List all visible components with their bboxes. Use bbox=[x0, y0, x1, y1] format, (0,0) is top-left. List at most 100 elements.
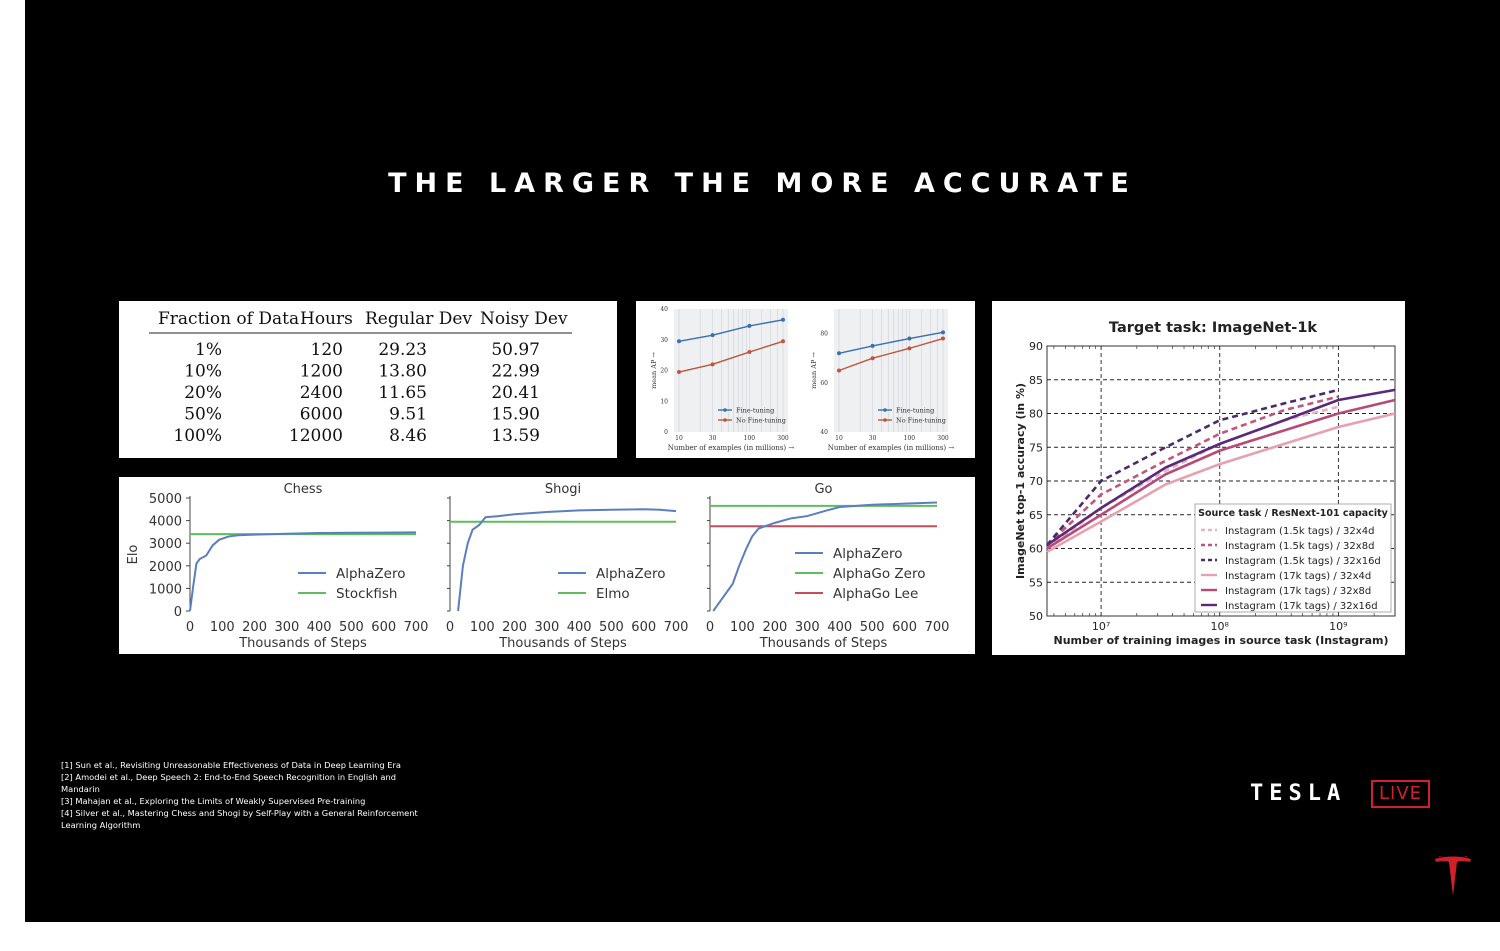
table-cell: 10% bbox=[184, 362, 222, 382]
ap-right-legend-label: No Fine-tuning bbox=[896, 417, 946, 425]
ap-right-legend-dot bbox=[883, 408, 887, 412]
imagenet-chart: Target task: ImageNet-1k 50 55 60 65 70 75 80 85… bbox=[1014, 320, 1396, 647]
imnet-ytick: 50 bbox=[1029, 610, 1043, 623]
ap-right-point bbox=[907, 336, 912, 341]
elo-xtick: 0 bbox=[706, 620, 714, 635]
elo-xtick: 400 bbox=[307, 620, 332, 635]
elo-ytick: 3000 bbox=[149, 537, 182, 552]
data-table: Fraction of Data Hours Regular Dev Noisy De… bbox=[149, 309, 572, 446]
ap-left-ytick: 10 bbox=[660, 398, 668, 405]
ap-right-xtick: 30 bbox=[869, 435, 877, 442]
imnet-legend-label: Instagram (17k tags) / 32x8d bbox=[1225, 586, 1371, 597]
ap-right-ytick: 60 bbox=[820, 380, 828, 387]
imnet-series-line bbox=[1046, 388, 1396, 547]
imnet-ytick: 60 bbox=[1029, 543, 1043, 556]
elo-xtick: 100 bbox=[730, 620, 755, 635]
ap-left-legend-dot bbox=[723, 418, 727, 422]
ap-left-legend-label: No Fine-tuning bbox=[736, 417, 786, 425]
ap-left-ytick: 20 bbox=[660, 368, 668, 375]
reference-3: [3] Mahajan et al., Exploring the Limits… bbox=[61, 796, 366, 806]
elo-legend-label: AlphaZero bbox=[596, 566, 665, 582]
elo-xtick: 700 bbox=[925, 620, 950, 635]
imnet-series-line bbox=[1046, 388, 1339, 546]
elo-xtick: 100 bbox=[210, 620, 235, 635]
ap-left-legend-label: Fine-tuning bbox=[736, 407, 774, 415]
elo-xtick: 300 bbox=[274, 620, 299, 635]
ap-left-point bbox=[781, 317, 785, 322]
ap-left-point bbox=[677, 370, 681, 375]
imnet-xtick: 10⁷ bbox=[1092, 620, 1110, 633]
elo-ytick: 2000 bbox=[149, 560, 182, 575]
elo-ytick: 5000 bbox=[149, 492, 182, 507]
ap-right-xtick: 10 bbox=[835, 435, 843, 442]
table-cell: 8.46 bbox=[389, 426, 427, 446]
ap-left-ytick: 30 bbox=[660, 337, 668, 344]
elo-legend-label: Stockfish bbox=[336, 586, 397, 602]
imnet-ytick: 85 bbox=[1029, 374, 1043, 387]
ap-right-ytick: 80 bbox=[820, 331, 828, 338]
table-cell: 20% bbox=[184, 383, 222, 403]
table-cell: 13.59 bbox=[491, 426, 540, 446]
tesla-wordmark: TESLA bbox=[1250, 781, 1347, 806]
ap-right-legend-label: Fine-tuning bbox=[896, 407, 934, 415]
imnet-legend-label: Instagram (1.5k tags) / 32x8d bbox=[1225, 541, 1374, 552]
elo-xtick: 0 bbox=[186, 620, 194, 635]
ap-left-ylabel: mean AP → bbox=[650, 352, 658, 389]
imnet-legend-label: Instagram (17k tags) / 32x16d bbox=[1225, 601, 1378, 612]
elo-xtick: 0 bbox=[446, 620, 454, 635]
slide: THE LARGER THE MORE ACCURATE Fraction of… bbox=[25, 0, 1500, 922]
imagenet-panel: Target task: ImageNet-1k 50 55 60 65 70 75 80 85… bbox=[992, 301, 1405, 655]
ap-right-xtick: 300 bbox=[937, 435, 949, 442]
elo-xlabel: Thousands of Steps bbox=[238, 636, 367, 651]
table-header: Noisy Dev bbox=[480, 309, 568, 329]
elo-legend-label: AlphaZero bbox=[833, 546, 902, 562]
elo-series-line bbox=[712, 501, 938, 612]
elo-chart-title: Chess bbox=[284, 482, 323, 497]
imnet-ytick: 65 bbox=[1029, 509, 1043, 522]
data-table-panel: Fraction of Data Hours Regular Dev Noisy De… bbox=[119, 301, 617, 458]
ap-right-point bbox=[837, 351, 841, 356]
ap-right-point bbox=[907, 346, 912, 351]
imnet-xlabel: Number of training images in source task… bbox=[1053, 634, 1388, 647]
imnet-xtick: 10⁸ bbox=[1211, 620, 1230, 633]
elo-xtick: 100 bbox=[470, 620, 495, 635]
imnet-series-line bbox=[1046, 412, 1396, 554]
table-cell: 9.51 bbox=[389, 405, 427, 425]
references: [1] Sun et al., Revisiting Unreasonable … bbox=[61, 759, 421, 831]
elo-xtick: 600 bbox=[631, 620, 656, 635]
table-cell: 50.97 bbox=[491, 340, 540, 360]
imnet-series-line bbox=[1046, 398, 1396, 550]
elo-legend-label: AlphaZero bbox=[336, 566, 405, 582]
elo-legend-label: Elmo bbox=[596, 586, 630, 602]
tesla-t-logo-icon bbox=[1435, 856, 1471, 896]
table-cell: 120 bbox=[311, 340, 343, 360]
ap-right-ylabel: mean AP → bbox=[810, 352, 818, 389]
table-cell: 22.99 bbox=[491, 362, 540, 382]
ap-left-xlabel: Number of examples (in millions) → bbox=[668, 444, 795, 452]
table-cell: 1200 bbox=[300, 362, 343, 382]
table-cell: 11.65 bbox=[378, 383, 427, 403]
reference-1: [1] Sun et al., Revisiting Unreasonable … bbox=[61, 760, 401, 770]
ap-left-point bbox=[747, 323, 752, 328]
live-badge: LIVE bbox=[1371, 780, 1431, 808]
ap-right-point bbox=[941, 330, 945, 335]
elo-xtick: 500 bbox=[599, 620, 624, 635]
elo-xtick: 500 bbox=[339, 620, 364, 635]
elo-xtick: 300 bbox=[795, 620, 820, 635]
ap-left-series-line bbox=[678, 319, 784, 342]
imnet-legend-title: Source task / ResNext-101 capacity bbox=[1198, 508, 1388, 519]
ap-right-xtick: 100 bbox=[904, 435, 916, 442]
elo-legend-label: AlphaGo Zero bbox=[833, 566, 925, 582]
slide-title: THE LARGER THE MORE ACCURATE bbox=[388, 168, 1137, 199]
reference-2: [2] Amodei et al., Deep Speech 2: End-to… bbox=[61, 772, 396, 794]
elo-chart-title: Go bbox=[814, 482, 832, 497]
imnet-series-line bbox=[1046, 395, 1339, 547]
table-cell: 29.23 bbox=[378, 340, 427, 360]
table-cell: 50% bbox=[184, 405, 222, 425]
elo-xtick: 400 bbox=[567, 620, 592, 635]
elo-xtick: 700 bbox=[664, 620, 689, 635]
elo-xtick: 400 bbox=[827, 620, 852, 635]
elo-ytick: 0 bbox=[174, 605, 182, 620]
elo-chart-title: Shogi bbox=[545, 482, 581, 497]
